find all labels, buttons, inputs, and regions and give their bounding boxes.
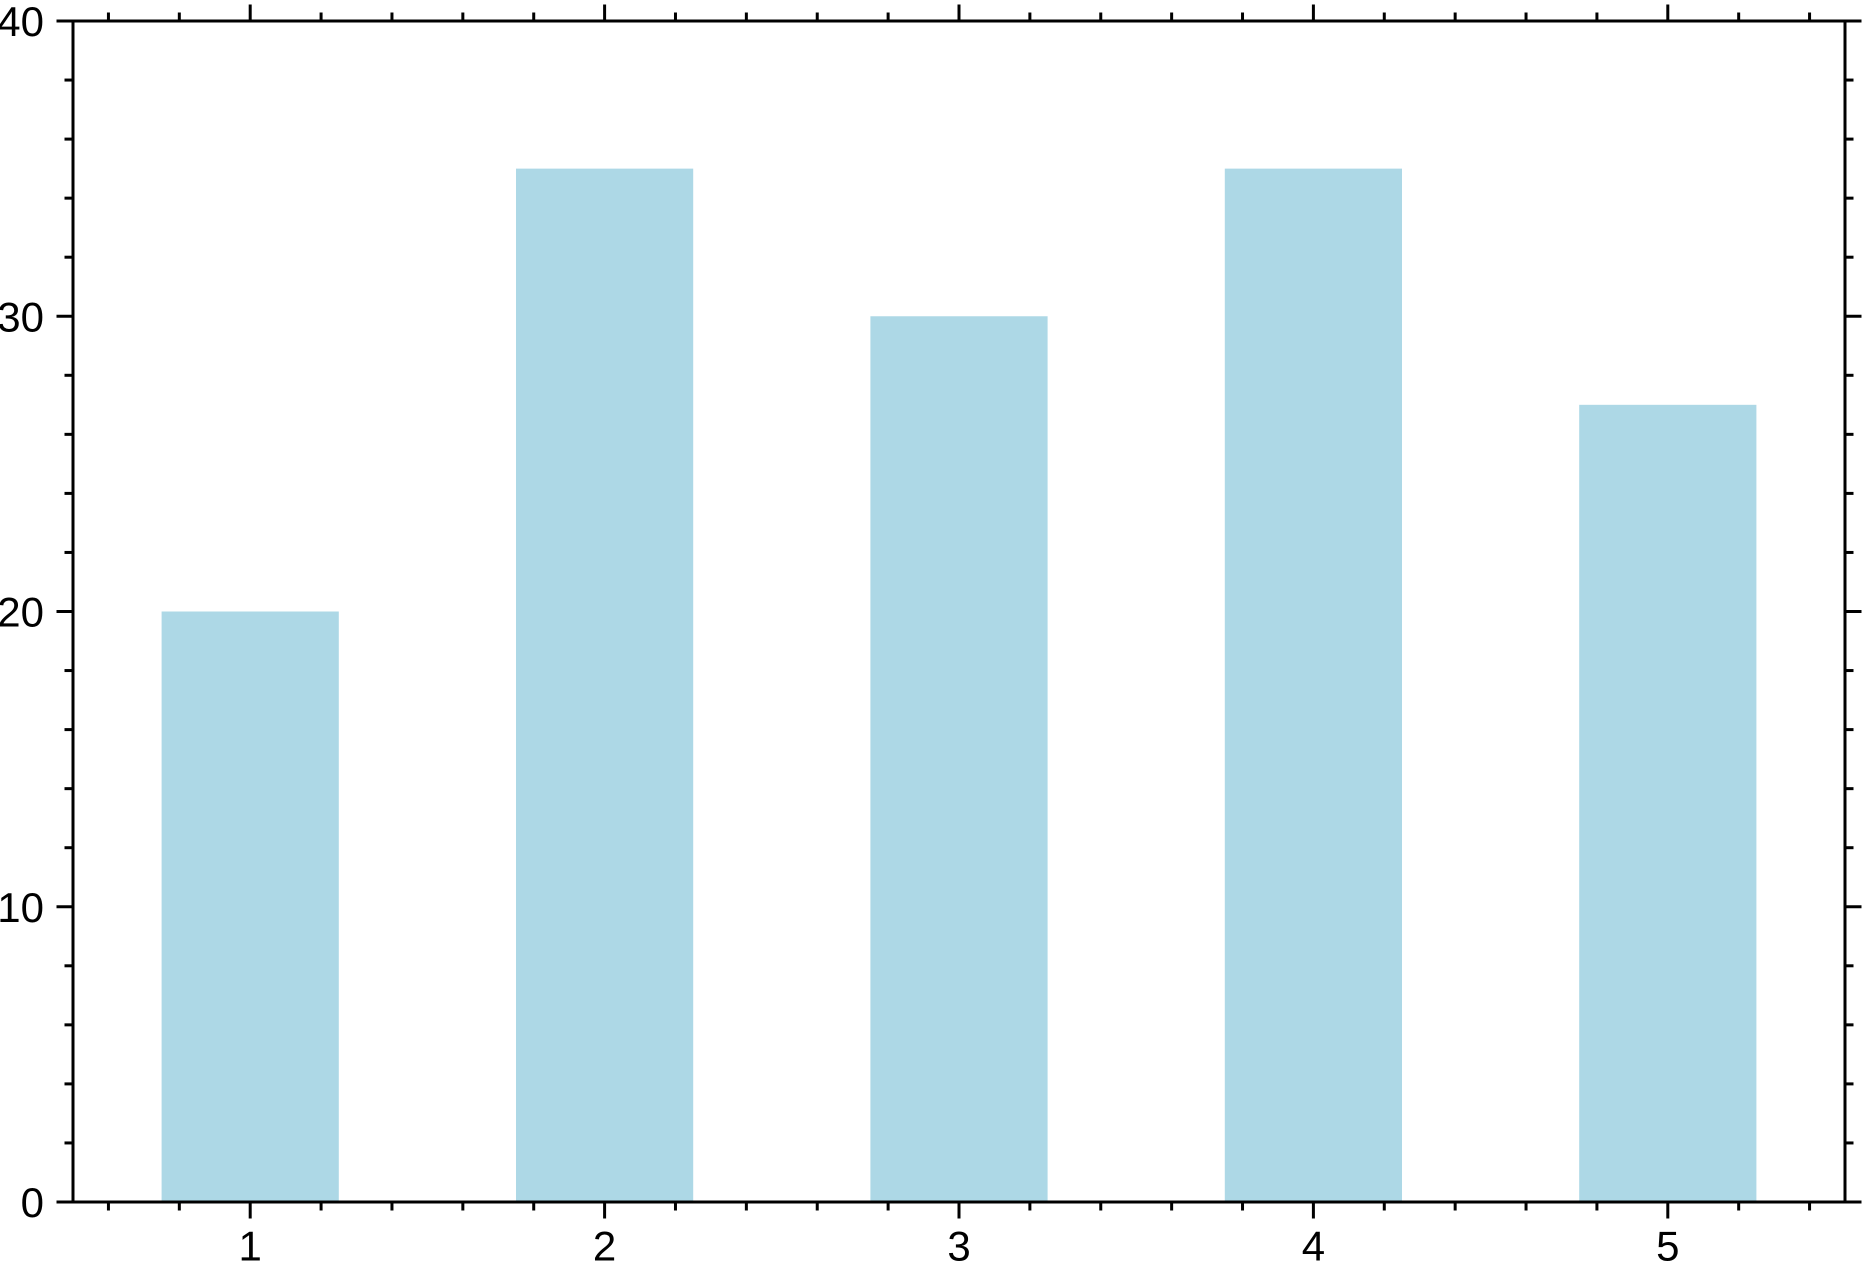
svg-text:40: 40 bbox=[0, 0, 44, 45]
svg-text:0: 0 bbox=[21, 1179, 44, 1226]
svg-text:30: 30 bbox=[0, 293, 44, 340]
svg-text:5: 5 bbox=[1656, 1222, 1679, 1263]
svg-text:4: 4 bbox=[1302, 1222, 1325, 1263]
svg-text:3: 3 bbox=[947, 1222, 970, 1263]
svg-text:2: 2 bbox=[593, 1222, 616, 1263]
svg-text:1: 1 bbox=[239, 1222, 262, 1263]
svg-text:20: 20 bbox=[0, 589, 44, 636]
svg-text:10: 10 bbox=[0, 884, 44, 931]
